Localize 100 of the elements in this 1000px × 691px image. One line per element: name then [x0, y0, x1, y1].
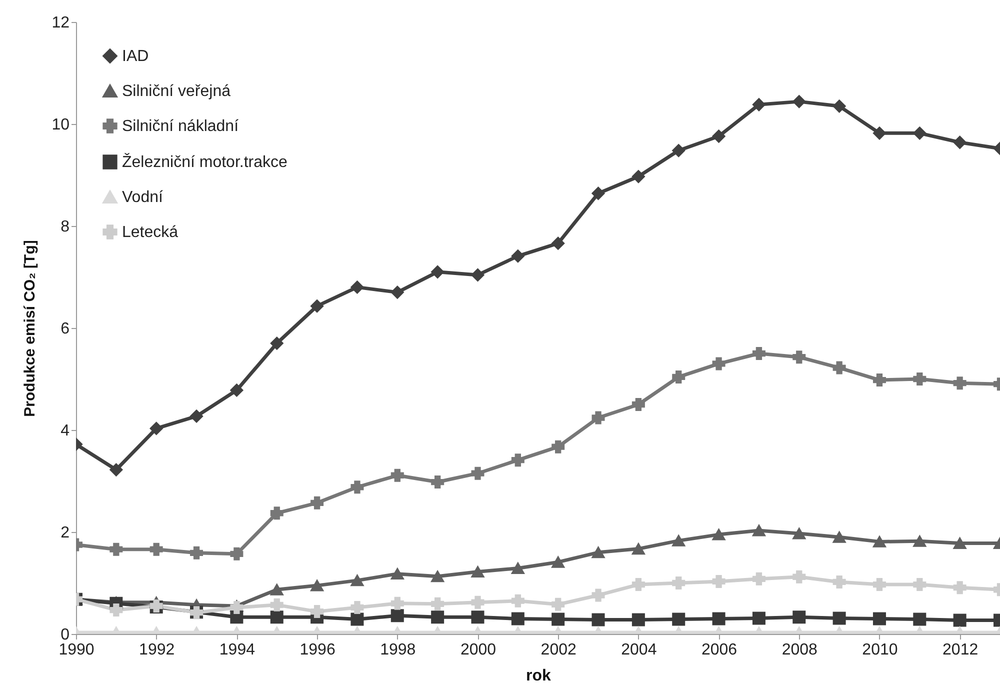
x-tick-label: 2006	[701, 642, 738, 658]
point	[792, 95, 806, 108]
point	[913, 535, 926, 547]
point	[832, 612, 846, 625]
point	[110, 604, 123, 617]
point	[390, 286, 404, 299]
point	[350, 600, 364, 614]
point	[712, 130, 726, 143]
y-tick-label: 8	[60, 218, 70, 236]
point	[350, 612, 364, 626]
point	[832, 100, 846, 113]
point	[672, 534, 686, 546]
point	[832, 361, 846, 374]
point	[552, 556, 565, 568]
point	[953, 136, 966, 149]
point	[511, 594, 524, 608]
point	[431, 476, 444, 489]
point	[832, 575, 846, 588]
point	[672, 612, 686, 626]
point	[752, 98, 766, 112]
point	[150, 422, 163, 435]
point	[913, 126, 926, 140]
point	[552, 440, 565, 454]
x-tick-label: 2008	[782, 642, 818, 658]
point	[872, 612, 886, 626]
point	[390, 468, 404, 482]
x-tick-label: 2012	[942, 642, 978, 658]
point	[672, 370, 686, 384]
point	[270, 598, 284, 612]
point	[310, 300, 324, 313]
point	[752, 612, 766, 625]
x-tick-label: 2004	[621, 642, 657, 658]
point	[712, 612, 726, 626]
point	[752, 572, 766, 586]
point	[592, 588, 605, 602]
point	[552, 612, 565, 626]
point	[190, 546, 204, 560]
x-tick-label: 1994	[219, 642, 256, 658]
point	[712, 528, 726, 540]
point	[390, 568, 404, 580]
legend-label: Silniční nákladní	[122, 118, 240, 135]
point	[913, 372, 926, 386]
point	[592, 411, 605, 424]
point	[431, 610, 444, 624]
point	[552, 598, 565, 611]
point	[270, 506, 284, 520]
point	[230, 547, 244, 560]
point	[310, 580, 324, 592]
point	[792, 570, 806, 584]
point	[953, 581, 966, 594]
point	[552, 236, 565, 250]
point	[712, 357, 726, 370]
y-tick-label: 0	[60, 626, 70, 644]
point	[511, 250, 524, 263]
point	[792, 350, 806, 364]
point	[190, 410, 204, 423]
point	[350, 280, 364, 294]
point	[431, 570, 444, 582]
point	[511, 612, 524, 626]
x-tick-label: 1996	[300, 642, 336, 658]
point	[110, 463, 123, 476]
point	[471, 466, 484, 480]
point	[672, 144, 686, 158]
point	[310, 496, 324, 510]
point	[872, 578, 886, 592]
point	[471, 268, 484, 282]
point	[872, 536, 886, 548]
point	[150, 542, 163, 556]
point	[110, 542, 123, 556]
point	[752, 347, 766, 360]
point	[872, 126, 886, 140]
point	[431, 265, 444, 278]
point	[913, 578, 926, 592]
point	[350, 574, 364, 586]
point	[390, 596, 404, 610]
point	[230, 384, 244, 397]
x-tick-label: 2000	[460, 642, 496, 658]
point	[431, 597, 444, 610]
point	[471, 566, 484, 578]
point	[913, 612, 926, 626]
point	[672, 576, 686, 590]
point	[471, 596, 484, 609]
point	[792, 610, 806, 624]
legend-label: IAD	[122, 48, 149, 65]
x-tick-label: 1998	[380, 642, 416, 658]
legend-label: Železniční motor.trakce	[122, 153, 288, 171]
y-tick-label: 6	[60, 320, 70, 338]
x-tick-label: 2002	[540, 642, 576, 658]
point	[872, 374, 886, 387]
point	[592, 186, 605, 200]
x-tick-label: 1992	[139, 642, 175, 658]
point	[632, 543, 645, 555]
point	[511, 454, 524, 467]
point	[350, 480, 364, 494]
y-tick-label: 12	[52, 14, 70, 32]
point	[310, 605, 324, 618]
x-tick-label: 2010	[862, 642, 898, 658]
point	[953, 376, 966, 390]
point	[270, 584, 284, 596]
y-tick-label: 10	[52, 116, 70, 134]
